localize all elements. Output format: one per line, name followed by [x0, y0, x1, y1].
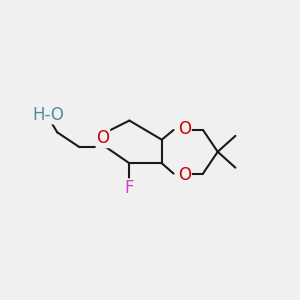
- Text: O: O: [178, 120, 191, 138]
- Text: H-O: H-O: [32, 106, 64, 124]
- Text: O: O: [96, 129, 110, 147]
- Text: F: F: [124, 179, 134, 197]
- Text: O: O: [178, 166, 191, 184]
